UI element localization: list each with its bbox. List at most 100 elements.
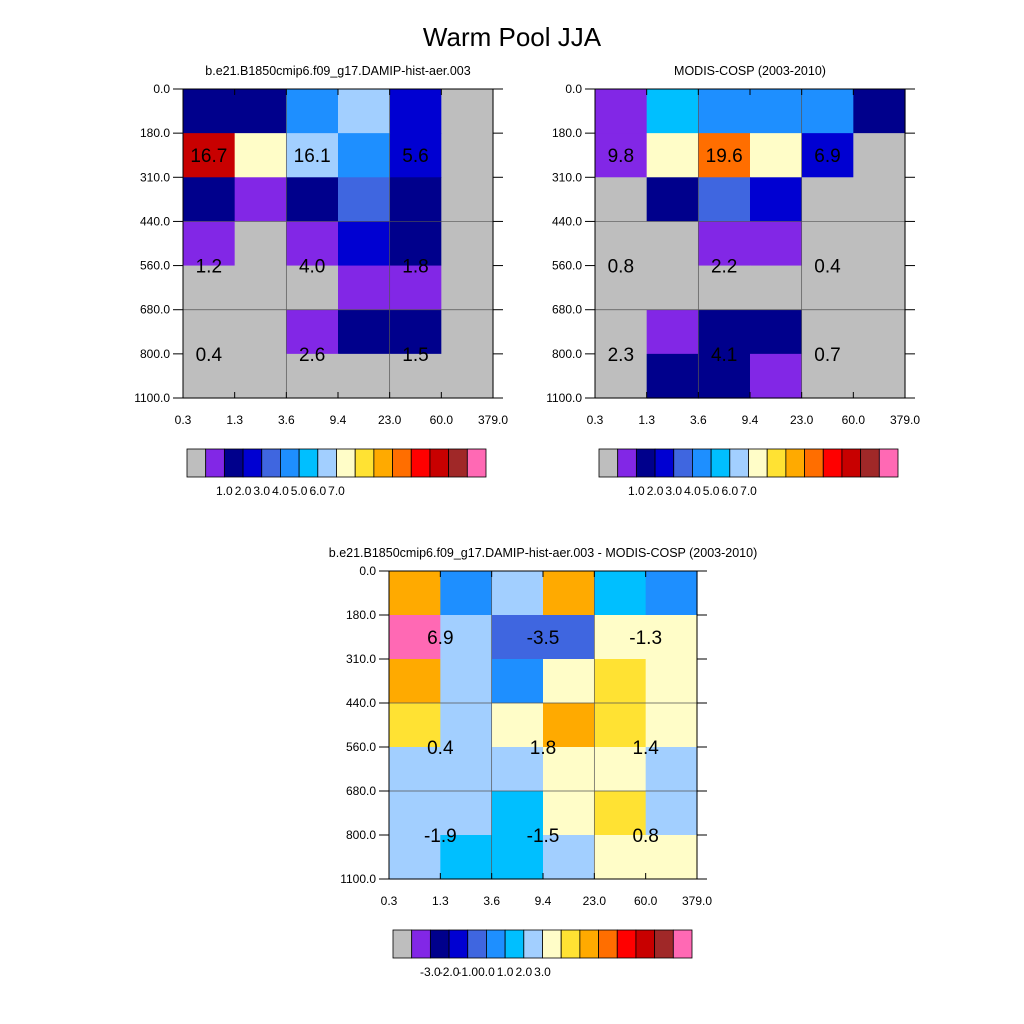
heatmap-cell — [286, 221, 339, 267]
heatmap-cell — [750, 89, 803, 134]
cell-value-label: 0.8 — [608, 257, 634, 278]
x-tick-label: 1.3 — [638, 413, 655, 427]
heatmap-cell — [389, 177, 442, 223]
colorbar: 1.0 2.0 3.0 4.0 5.0 6.0 7.0 — [186, 448, 487, 498]
y-tick-label: 440.0 — [140, 214, 170, 228]
colorbar-swatch — [617, 448, 637, 478]
colorbar: -3.0-2.0-1.0 0.0 1.0 2.0 3.0 — [392, 929, 693, 979]
heatmap-cell — [234, 265, 287, 311]
y-tick-label: 310.0 — [140, 170, 170, 184]
colorbar-label: -1.0 — [457, 965, 478, 979]
heatmap-cell — [183, 133, 236, 178]
colorbar-swatch — [635, 929, 656, 959]
y-tick-label: 1100.0 — [340, 872, 376, 886]
heatmap-cell — [491, 791, 544, 836]
heatmap-cell — [595, 89, 648, 134]
cell-value-label: 1.8 — [530, 738, 556, 759]
cell-value-label: -1.9 — [424, 826, 457, 847]
heatmap-cell — [389, 221, 442, 267]
colorbar-swatch — [486, 929, 506, 959]
heatmap-cell — [645, 791, 698, 836]
heatmap-cell — [801, 133, 854, 178]
heatmap-cell — [389, 309, 442, 355]
heatmap-cell — [183, 309, 236, 355]
heatmap-cell — [441, 265, 494, 311]
colorbar-swatch — [692, 448, 712, 478]
colorbar-label: 6.0 — [309, 484, 326, 498]
colorbar-swatch — [429, 448, 450, 478]
heatmap-cell — [750, 133, 803, 178]
heatmap-cell — [750, 177, 803, 223]
y-tick-label: 310.0 — [346, 652, 376, 666]
colorbar-swatch — [354, 448, 375, 478]
colorbar-label: 3.0 — [665, 484, 682, 498]
cell-value-label: 16.7 — [190, 146, 227, 167]
panel-3: 0.3 1.3 3.6 9.4 23.0 60.0 379.0 0.0 180.0 310.0 44… — [329, 546, 757, 979]
heatmap-cell — [801, 89, 854, 134]
colorbar-swatch — [542, 929, 562, 959]
colorbar-label: 7.0 — [740, 484, 757, 498]
figure-title: Warm Pool JJA — [423, 22, 602, 52]
colorbar-label: 1.0 — [497, 965, 514, 979]
heatmap-cell — [338, 177, 391, 223]
colorbar-label: 6.0 — [721, 484, 738, 498]
x-tick-label: 379.0 — [682, 894, 712, 908]
x-tick-label: 23.0 — [790, 413, 814, 427]
cell-value-label: 0.7 — [814, 345, 840, 366]
heatmap-cell — [543, 791, 595, 836]
colorbar-swatch — [841, 448, 862, 478]
colorbar-swatch — [579, 929, 599, 959]
colorbar-swatch — [504, 929, 525, 959]
colorbar-swatch — [298, 448, 319, 478]
colorbar-swatch — [280, 448, 300, 478]
heatmap-cell — [389, 133, 442, 178]
heatmap-cell — [286, 133, 339, 178]
heatmap-cell — [543, 835, 595, 880]
colorbar-swatch — [616, 929, 637, 959]
x-tick-label: 3.6 — [278, 413, 295, 427]
heatmap-cell — [234, 309, 287, 355]
colorbar-swatch — [635, 448, 656, 478]
colorbar-swatch — [317, 448, 337, 478]
colorbar-swatch — [429, 929, 450, 959]
heatmap-cell — [750, 221, 803, 267]
heatmap-cell — [801, 221, 854, 267]
heatmap-cell — [595, 309, 648, 355]
cell-value-label: -3.5 — [527, 628, 560, 649]
heatmap-cell — [853, 177, 906, 223]
colorbar-label: 5.0 — [291, 484, 308, 498]
colorbar-label: 2.0 — [235, 484, 252, 498]
heatmap-cell — [594, 791, 647, 836]
x-tick-label: 60.0 — [842, 413, 866, 427]
heatmap-cell — [543, 659, 595, 704]
colorbar-label: -2.0 — [439, 965, 460, 979]
heatmap-cell — [594, 571, 647, 616]
colorbar-swatch — [860, 448, 880, 478]
heatmap-cell — [286, 309, 339, 355]
colorbar-swatch — [261, 448, 281, 478]
y-tick-label: 800.0 — [552, 347, 582, 361]
colorbar-label: 1.0 — [628, 484, 645, 498]
colorbar-label: 1.0 — [216, 484, 233, 498]
heatmap-cell — [801, 265, 854, 311]
y-tick-label: 1100.0 — [546, 391, 582, 405]
colorbar-swatch — [804, 448, 824, 478]
heatmap-cell — [440, 835, 493, 880]
colorbar-swatch — [205, 448, 225, 478]
y-tick-label: 0.0 — [153, 82, 170, 96]
heatmap-cell — [440, 791, 493, 836]
heatmap-cell — [389, 659, 441, 704]
x-tick-label: 0.3 — [587, 413, 604, 427]
colorbar-swatch — [710, 448, 731, 478]
heatmap-cell — [389, 265, 442, 311]
colorbar-swatch — [392, 448, 412, 478]
heatmap-cell — [491, 747, 544, 792]
y-tick-label: 560.0 — [346, 740, 376, 754]
y-tick-label: 800.0 — [346, 828, 376, 842]
panel-title: b.e21.B1850cmip6.f09_g17.DAMIP-hist-aer.… — [205, 64, 470, 78]
colorbar-swatch — [672, 929, 693, 959]
heatmap-cell — [698, 89, 751, 134]
cell-value-label: 19.6 — [706, 146, 743, 167]
panel-2: 0.3 1.3 3.6 9.4 23.0 60.0 379.0 0.0 180.0 310.0 44… — [546, 64, 920, 498]
y-tick-label: 180.0 — [552, 126, 582, 140]
